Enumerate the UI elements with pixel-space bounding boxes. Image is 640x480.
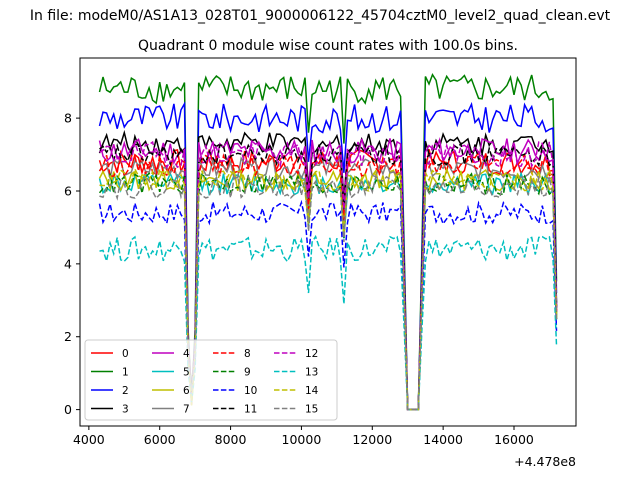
y-axis: 0 2 4 6 8 [64, 111, 80, 417]
chart-title: Quadrant 0 module wise count rates with … [138, 38, 518, 54]
legend-label: 7 [183, 404, 190, 416]
legend-label: 9 [244, 367, 251, 379]
series-line-11 [99, 142, 558, 411]
legend-label: 14 [305, 385, 319, 397]
x-tick-label: 12000 [352, 432, 392, 447]
series-lines [98, 73, 558, 411]
legend-label: 13 [305, 367, 318, 379]
y-tick-label: 0 [64, 402, 72, 417]
y-tick-label: 8 [64, 111, 72, 126]
series-line-7 [98, 155, 558, 411]
series-line-4 [98, 136, 558, 411]
series-line-2 [98, 101, 558, 411]
legend-label: 4 [183, 348, 190, 360]
legend-label: 8 [244, 348, 251, 360]
legend-label: 5 [183, 367, 190, 379]
legend-label: 2 [122, 385, 129, 397]
series-line-10 [98, 199, 558, 411]
plot-area: 4000 6000 8000 10000 12000 14000 16000 0 2 4 6 8 +… [64, 57, 577, 469]
x-tick-label: 10000 [282, 432, 322, 447]
x-tick-label: 8000 [215, 432, 247, 447]
legend-label: 10 [244, 385, 257, 397]
series-line-8 [98, 152, 558, 411]
legend-label: 15 [305, 404, 318, 416]
series-line-14 [99, 166, 558, 411]
x-axis-offset-label: +4.478e8 [514, 454, 576, 469]
x-tick-label: 14000 [423, 432, 463, 447]
legend-label: 3 [122, 404, 129, 416]
x-axis: 4000 6000 8000 10000 12000 14000 16000 [73, 426, 534, 447]
legend-box [84, 339, 338, 421]
x-tick-label: 6000 [144, 432, 176, 447]
plot-frame [79, 57, 577, 427]
legend-label: 1 [122, 367, 129, 379]
series-line-13 [99, 234, 558, 411]
legend-label: 6 [183, 385, 190, 397]
series-line-0 [98, 149, 558, 411]
series-line-15 [99, 174, 558, 411]
legend-label: 11 [244, 404, 257, 416]
series-line-1 [98, 73, 558, 411]
x-tick-label: 4000 [73, 432, 105, 447]
y-tick-label: 6 [64, 183, 72, 198]
legend-label: 12 [305, 348, 318, 360]
series-line-12 [99, 139, 558, 411]
x-tick-label: 16000 [494, 432, 534, 447]
figure-suptitle: In file: modeM0/AS1A13_028T01_9000006122… [30, 8, 611, 24]
y-tick-label: 4 [64, 256, 72, 271]
legend-label: 0 [122, 348, 129, 360]
y-tick-label: 2 [64, 329, 72, 344]
